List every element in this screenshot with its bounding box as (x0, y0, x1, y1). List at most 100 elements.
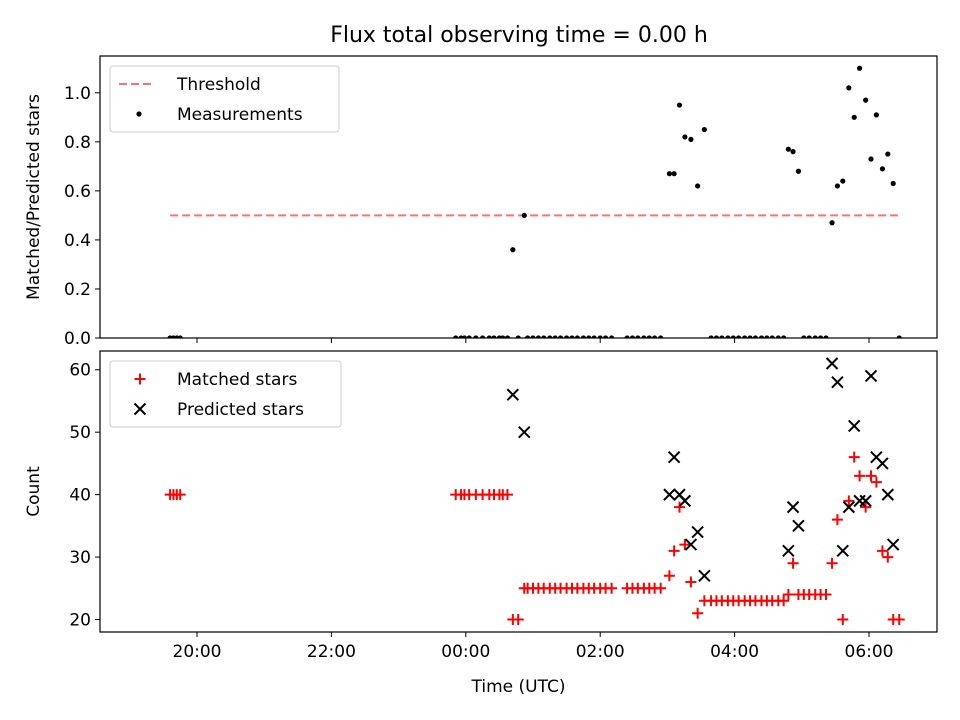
measurement-point (564, 335, 570, 338)
legend-predicted-swatch (133, 402, 147, 416)
measurement-point (658, 335, 664, 338)
measurement-point (713, 335, 720, 338)
matched-star-point (778, 595, 790, 607)
matched-star-point (692, 607, 704, 619)
measurement-point (521, 212, 527, 218)
plot-area (164, 357, 905, 626)
measurement-point (818, 335, 824, 338)
measurement-point (764, 335, 770, 338)
matched-star-point (668, 545, 680, 557)
measurement-point (719, 335, 725, 338)
legend-measurement-swatch (136, 111, 142, 117)
predicted-star-point (691, 525, 704, 539)
x-tick-label: 22:00 (307, 642, 356, 662)
axes-frame (99, 55, 938, 339)
measurement-point (868, 156, 874, 162)
measurement-point (806, 335, 812, 338)
chart-title: Flux total observing time = 0.00 h (330, 23, 708, 48)
measurement-point (535, 335, 541, 338)
measurement-point (461, 335, 468, 338)
measurement-point (500, 335, 506, 338)
measurement-point (646, 335, 652, 338)
matched-star-point (843, 495, 855, 507)
measurement-point (879, 166, 886, 172)
measurement-point (701, 126, 707, 133)
y-axis-label: Matched/Predicted stars (24, 94, 44, 300)
predicted-star-point (684, 538, 698, 551)
x-tick-label: 06:00 (845, 642, 894, 662)
measurement-point (491, 335, 497, 338)
legend: Threshold Measurements (109, 65, 340, 133)
predicted-star-point (506, 388, 520, 401)
predicted-star-point (859, 494, 872, 508)
measurement-point (530, 335, 536, 338)
measurement-point (574, 335, 580, 338)
measurement-point (885, 151, 891, 157)
predicted-star-point (698, 569, 711, 583)
predicted-star-point (786, 500, 800, 514)
measurement-point (453, 335, 459, 338)
matched-star-point (854, 470, 866, 482)
measurement-point (569, 335, 575, 338)
predicted-star-point (792, 519, 805, 533)
measurement-point (801, 335, 807, 338)
predicted-star-point (831, 376, 844, 389)
measurement-point (758, 335, 765, 338)
plot-area (167, 65, 902, 338)
measurement-point (547, 335, 553, 338)
matched-star-point (831, 514, 843, 526)
predicted-star-point (881, 488, 895, 501)
measurement-point (597, 335, 603, 338)
y-tick-label: 0.2 (64, 280, 91, 300)
measurement-point (856, 65, 863, 71)
measurement-point (557, 335, 564, 338)
measurement-point (840, 178, 846, 184)
matched-star-point (820, 589, 832, 601)
measurement-point (873, 112, 879, 118)
legend-label: Threshold (176, 75, 261, 95)
measurement-point (473, 335, 479, 338)
measurement-point (641, 335, 647, 338)
measurement-point (747, 335, 753, 338)
measurement-point (775, 335, 781, 338)
predicted-star-point (876, 457, 889, 470)
measurement-point (591, 335, 597, 338)
measurement-point (736, 335, 742, 338)
measurement-point (752, 335, 759, 338)
legend-label: Matched stars (177, 370, 297, 390)
measurement-point (730, 335, 736, 338)
legend-label: Measurements (177, 105, 303, 125)
measurement-point (602, 335, 609, 338)
measurement-point (515, 335, 521, 338)
matched-star-point (606, 582, 618, 594)
matched-star-point (655, 582, 667, 594)
measurement-point (486, 335, 492, 338)
predicted-star-point (848, 419, 861, 433)
y-tick-label: 60 (69, 361, 91, 381)
matched-star-point (860, 501, 872, 513)
y-tick-label: 0.4 (64, 231, 91, 251)
y-tick-label: 0.8 (64, 133, 91, 153)
predicted-star-point (678, 494, 692, 508)
legend-label: Predicted stars (177, 400, 304, 420)
x-tick-label: 02:00 (576, 642, 625, 662)
matched-star-point (865, 470, 877, 482)
bottom-panel: 20 30 40 50 60 20:00 22:00 00:00 02:00 04:00 06:00… (24, 350, 938, 697)
measurement-point (676, 102, 683, 108)
measurement-point (671, 171, 677, 177)
matched-star-point (512, 614, 524, 626)
measurement-point (586, 335, 592, 338)
y-tick-label: 30 (69, 548, 91, 568)
measurement-point (177, 335, 183, 338)
predicted-star-point (886, 538, 900, 551)
predicted-star-point (782, 544, 795, 558)
measurement-point (795, 168, 802, 174)
matched-star-point (787, 557, 799, 569)
top-panel: 0.0 0.2 0.4 0.6 0.8 1.0 Matched/Predicted star… (24, 55, 938, 349)
matched-star-point (782, 589, 794, 601)
predicted-star-point (663, 488, 676, 501)
x-tick-label: 04:00 (710, 642, 759, 662)
measurement-point (695, 183, 701, 189)
matched-star-point (882, 551, 894, 563)
